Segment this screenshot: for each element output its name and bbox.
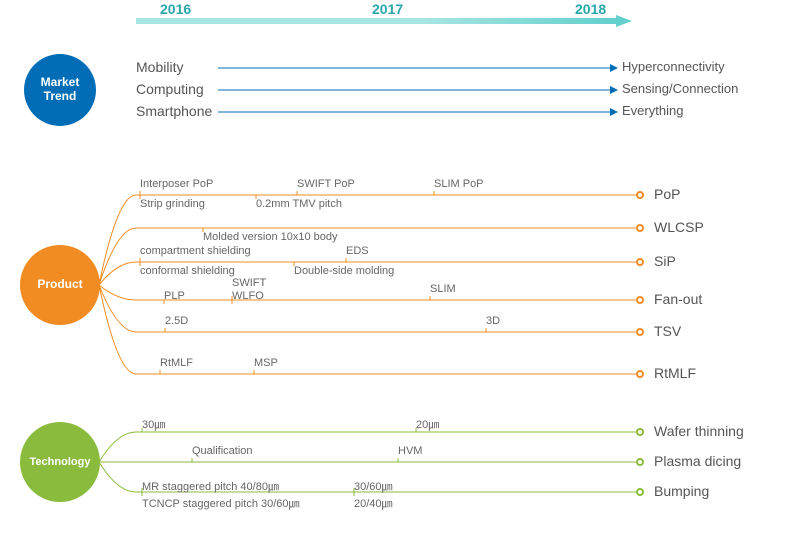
product-dot-5 [636, 370, 644, 378]
product-right-5: RtMLF [654, 365, 696, 381]
product-subb-3-1: WLFO [232, 290, 264, 302]
product-sub-0-2: SLIM PoP [434, 178, 484, 190]
technology-subb-2-1: 20/40㎛ [354, 495, 393, 511]
market-left-1: Computing [136, 81, 204, 97]
technology-right-1: Plasma dicing [654, 453, 741, 469]
product-dot-3 [636, 296, 644, 304]
product-subb-1-0: Molded version 10x10 body [203, 231, 338, 243]
market-left-0: Mobility [136, 59, 183, 75]
product-right-2: SiP [654, 253, 676, 269]
technology-sub-0-1: 20㎛ [416, 416, 439, 432]
technology-sub-1-0: Qualification [192, 445, 253, 457]
product-dot-1 [636, 224, 644, 232]
technology-right-2: Bumping [654, 483, 709, 499]
product-sub-5-0: RtMLF [160, 357, 193, 369]
product-sub-2-1: EDS [346, 245, 369, 257]
technology-sub-1-1: HVM [398, 445, 422, 457]
product-circle: Product [20, 245, 100, 325]
roadmap-stage: 2016 2017 2018 MarketTrend Product Techn… [0, 0, 800, 539]
market-arrow-2 [610, 108, 618, 116]
product-right-0: PoP [654, 186, 680, 202]
product-subb-3-0: PLP [164, 290, 185, 302]
product-sub-2-0: compartment shielding [140, 245, 251, 257]
product-right-3: Fan-out [654, 291, 702, 307]
market-arrow-1 [610, 86, 618, 94]
market-trend-circle: MarketTrend [24, 54, 96, 126]
technology-sub-2-0: MR staggered pitch 40/80㎛ [142, 478, 279, 494]
market-right-1: Sensing/Connection [622, 81, 738, 96]
technology-dot-0 [636, 428, 644, 436]
market-arrow-0 [610, 64, 618, 72]
product-sub-5-1: MSP [254, 357, 278, 369]
technology-sub-2-1: 30/60㎛ [354, 478, 393, 494]
product-sub-3-0: SWIFT [232, 277, 266, 289]
technology-subb-2-0: TCNCP staggered pitch 30/60㎛ [142, 495, 300, 511]
product-subb-2-0: conformal shielding [140, 265, 235, 277]
product-sub-4-0: 2.5D [165, 315, 188, 327]
market-left-2: Smartphone [136, 103, 212, 119]
technology-circle: Technology [20, 422, 100, 502]
technology-dot-2 [636, 488, 644, 496]
product-dot-2 [636, 258, 644, 266]
market-right-0: Hyperconnectivity [622, 59, 725, 74]
product-sub-0-1: SWIFT PoP [297, 178, 355, 190]
product-dot-0 [636, 191, 644, 199]
technology-sub-0-0: 30㎛ [142, 416, 165, 432]
product-sub-4-1: 3D [486, 315, 500, 327]
product-subb-0-0: Strip grinding [140, 198, 205, 210]
product-sub-3-1: SLIM [430, 283, 456, 295]
technology-dot-1 [636, 458, 644, 466]
product-right-1: WLCSP [654, 219, 704, 235]
product-sub-0-0: Interposer PoP [140, 178, 213, 190]
product-subb-2-1: Double-side molding [294, 265, 394, 277]
product-right-4: TSV [654, 323, 681, 339]
technology-right-0: Wafer thinning [654, 423, 744, 439]
market-right-2: Everything [622, 103, 683, 118]
product-dot-4 [636, 328, 644, 336]
product-subb-0-1: 0.2mm TMV pitch [256, 198, 342, 210]
